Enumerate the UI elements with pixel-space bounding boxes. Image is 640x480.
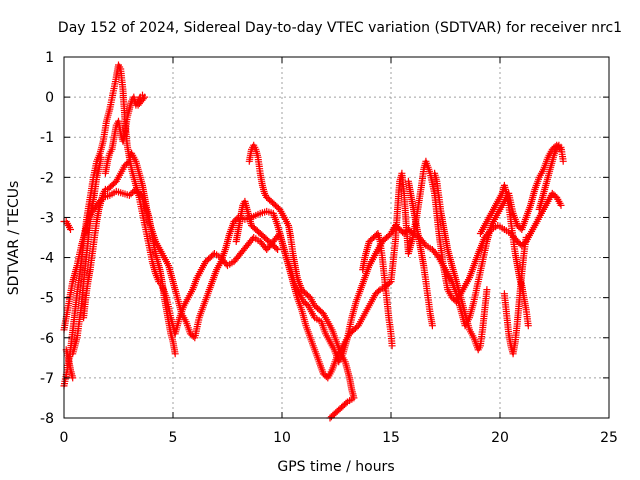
series-track-d xyxy=(101,91,149,177)
x-tick-label: 15 xyxy=(382,430,400,446)
series-track-i xyxy=(404,177,436,330)
data-point xyxy=(386,279,393,287)
data-point xyxy=(559,157,567,165)
y-tick-label: 0 xyxy=(45,90,54,106)
series-track-o xyxy=(80,157,133,322)
x-tick-label: 20 xyxy=(491,430,509,446)
y-tick-label: -6 xyxy=(40,331,54,347)
series-track-n xyxy=(69,153,105,358)
data-point xyxy=(125,157,133,165)
data-point xyxy=(483,286,491,294)
series-track-e xyxy=(125,149,179,358)
series-track-h xyxy=(359,230,396,350)
x-tick-label: 5 xyxy=(169,430,178,446)
data-point xyxy=(557,201,565,209)
data-point xyxy=(327,413,335,421)
series-track-k xyxy=(476,181,532,330)
y-axis-label: SDTVAR / TECUs xyxy=(6,181,22,296)
series-track-j xyxy=(431,169,491,354)
data-point xyxy=(524,322,532,330)
data-point xyxy=(124,159,132,167)
data-point xyxy=(486,227,494,235)
data-point xyxy=(125,191,133,199)
series-track-l xyxy=(500,234,530,358)
y-tick-label: -4 xyxy=(40,251,54,267)
data-point xyxy=(171,350,179,358)
y-tick-label: -7 xyxy=(40,371,54,387)
y-tick-label: -3 xyxy=(40,210,54,226)
data-point xyxy=(272,244,280,252)
data-point xyxy=(134,101,142,109)
series-track-g xyxy=(232,197,282,253)
x-axis-label: GPS time / hours xyxy=(277,459,394,475)
data-point xyxy=(129,188,137,196)
series-track-m xyxy=(535,141,567,213)
data-point xyxy=(434,252,442,260)
chart-title: Day 152 of 2024, Sidereal Day-to-day VTE… xyxy=(58,20,622,36)
data-point xyxy=(69,374,77,382)
x-tick-label: 0 xyxy=(60,430,69,446)
data-point xyxy=(388,342,396,350)
data-point xyxy=(67,226,74,233)
data-points xyxy=(60,61,567,422)
y-tick-label: -5 xyxy=(40,291,54,307)
series-track-f xyxy=(245,141,358,422)
y-tick-label: -2 xyxy=(40,170,54,186)
data-point xyxy=(135,100,143,107)
y-tick-label: 1 xyxy=(45,50,54,66)
data-point xyxy=(428,322,436,330)
x-tick-label: 10 xyxy=(273,430,291,446)
plot-frame xyxy=(63,56,610,419)
data-point xyxy=(274,246,282,253)
y-tick-label: -8 xyxy=(40,411,54,427)
data-point xyxy=(522,234,530,241)
data-point xyxy=(375,287,383,295)
data-point xyxy=(127,190,135,198)
y-tick-label: -1 xyxy=(40,130,54,146)
x-tick-label: 25 xyxy=(600,430,618,446)
data-point xyxy=(97,153,105,161)
